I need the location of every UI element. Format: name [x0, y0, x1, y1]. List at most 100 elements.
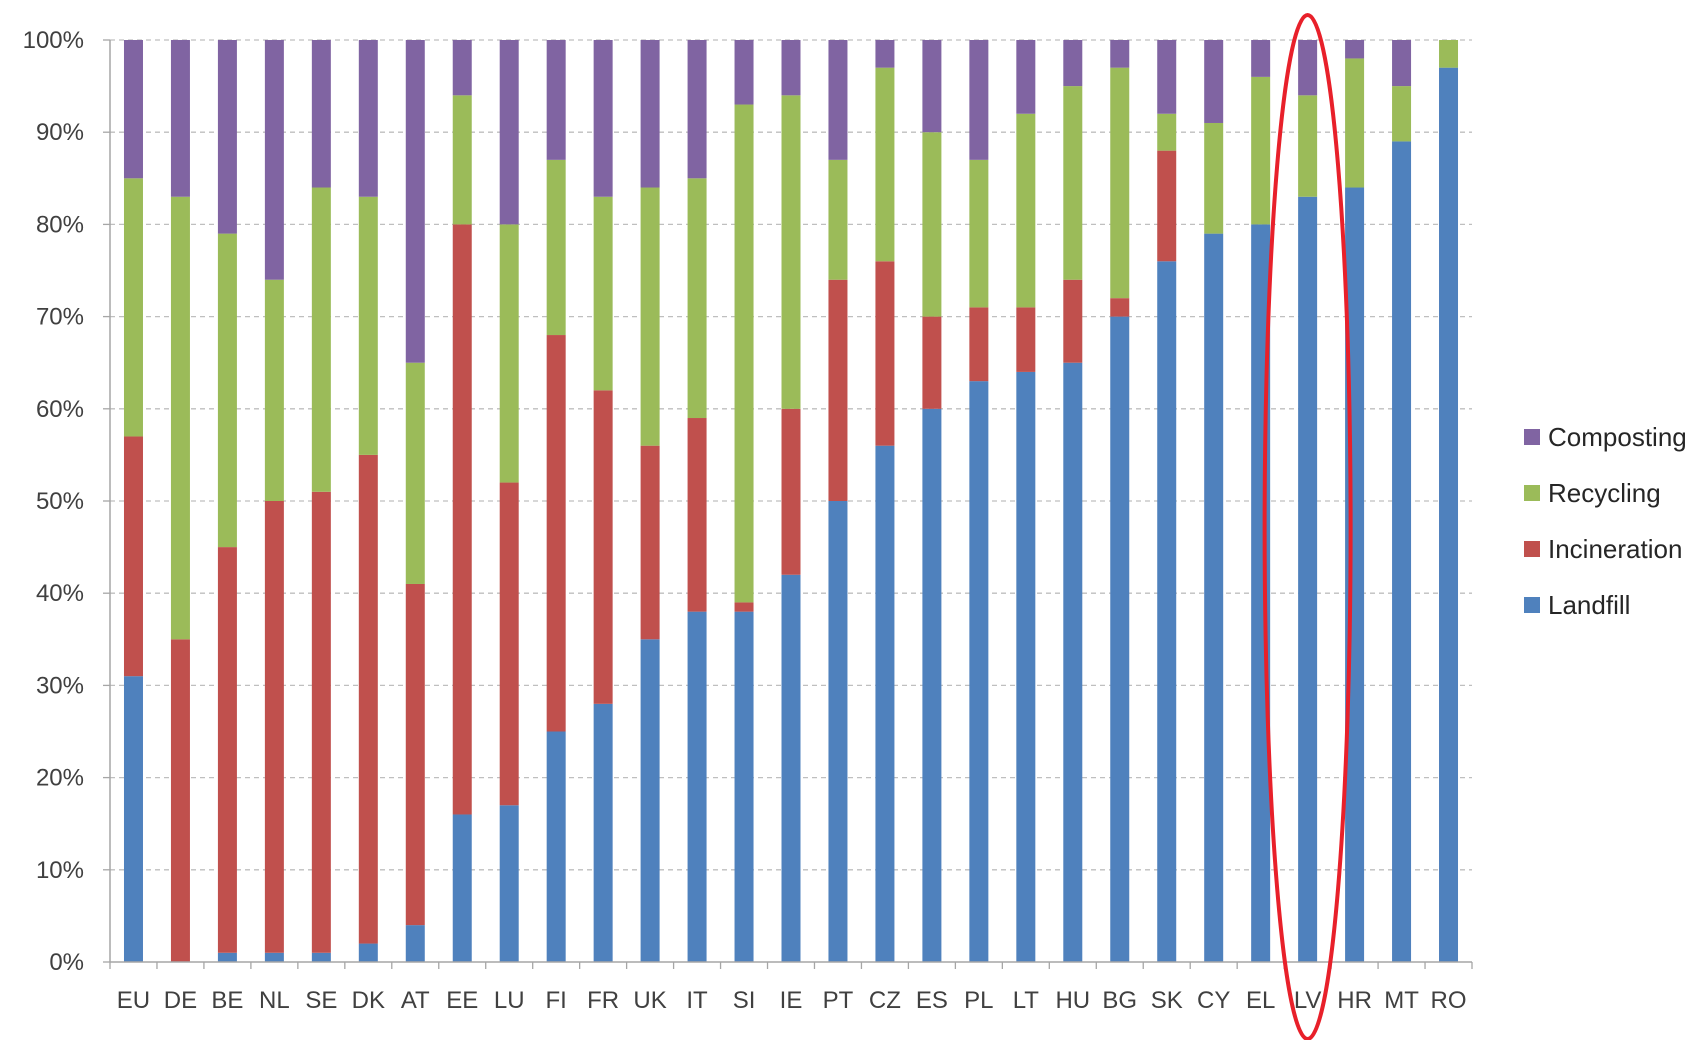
bar-segment-incineration-ie [781, 408, 801, 575]
bar-segment-landfill-si [734, 611, 754, 962]
x-tick-label: NL [259, 987, 290, 1014]
bar-segment-composting-it [687, 40, 707, 179]
bar-segment-landfill-nl [264, 952, 284, 962]
y-tick-label: 60% [36, 396, 84, 423]
bar-segment-landfill-lv [1298, 196, 1318, 963]
x-tick-label: EL [1246, 987, 1275, 1014]
bar-segment-recycling-dk [358, 196, 378, 455]
bar-segment-incineration-at [405, 583, 425, 926]
x-tick-label: CY [1197, 987, 1230, 1014]
x-tick-label: HR [1337, 987, 1372, 1014]
bar-segment-incineration-es [922, 316, 942, 409]
x-tick-label: IT [686, 987, 708, 1014]
bar-segment-landfill-ie [781, 574, 801, 962]
legend-swatch-landfill [1524, 597, 1540, 613]
y-tick-label: 90% [36, 119, 84, 146]
bar-segment-composting-fi [546, 40, 566, 160]
bar-segment-recycling-ee [452, 95, 472, 225]
bar-segment-recycling-fr [593, 196, 613, 391]
y-tick-label: 80% [36, 211, 84, 238]
bar-segment-landfill-cy [1204, 233, 1224, 962]
legend-label-recycling: Recycling [1548, 478, 1661, 508]
bar-segment-composting-lt [1016, 40, 1036, 114]
bar-segment-composting-ie [781, 40, 801, 96]
bar-segment-composting-dk [358, 40, 378, 197]
bar-segment-landfill-fi [546, 731, 566, 962]
bar-segment-landfill-at [405, 925, 425, 962]
bar-segment-incineration-bg [1110, 298, 1130, 317]
y-tick-label: 100% [23, 27, 84, 54]
x-tick-label: RO [1431, 987, 1467, 1014]
legend-label-incineration: Incineration [1548, 534, 1682, 564]
bar-segment-incineration-de [170, 639, 190, 962]
x-tick-label: DK [352, 987, 385, 1014]
bar-segment-recycling-lu [499, 224, 519, 483]
bar-segment-landfill-lt [1016, 371, 1036, 962]
bar-segment-recycling-hr [1345, 58, 1365, 188]
bar-segment-composting-mt [1392, 40, 1412, 87]
bar-segment-composting-pl [969, 40, 989, 160]
x-tick-label: FI [546, 987, 567, 1014]
bar-segment-recycling-fi [546, 159, 566, 336]
bar-segment-recycling-lt [1016, 113, 1036, 308]
y-tick-label: 20% [36, 765, 84, 792]
x-tick-label: SK [1151, 987, 1183, 1014]
bar-segment-incineration-eu [123, 436, 143, 677]
legend-label-landfill: Landfill [1548, 590, 1630, 620]
y-axis-tick-labels: 0% 10% 20% 30% 40% 50% 60% 70% 80% 90% 100% [23, 27, 84, 976]
x-tick-label: LT [1013, 987, 1040, 1014]
bar-segment-composting-cy [1204, 40, 1224, 123]
highlight-ellipse-lv [1262, 13, 1353, 1040]
y-tick-label: 0% [49, 949, 84, 976]
bar-segment-incineration-nl [264, 501, 284, 953]
x-tick-label: HU [1055, 987, 1090, 1014]
bar-segment-composting-lv [1298, 40, 1318, 96]
x-tick-label: BE [211, 987, 243, 1014]
bar-segment-composting-es [922, 40, 942, 133]
bar-segment-recycling-pl [969, 159, 989, 308]
bar-segment-incineration-be [217, 547, 237, 953]
y-tick-label: 50% [36, 488, 84, 515]
x-tick-label: BG [1102, 987, 1137, 1014]
bar-segment-landfill-lu [499, 805, 519, 962]
bar-segment-recycling-mt [1392, 86, 1412, 142]
bar-segment-incineration-hu [1063, 279, 1083, 363]
bar-segment-recycling-nl [264, 279, 284, 501]
bar-segment-composting-bg [1110, 40, 1130, 68]
legend-swatch-composting [1524, 429, 1540, 445]
bar-segment-landfill-hu [1063, 362, 1083, 962]
x-tick-label: CZ [869, 987, 901, 1014]
bar-segment-recycling-lv [1298, 95, 1318, 197]
bar-segment-composting-sk [1157, 40, 1177, 114]
bar-segment-composting-eu [123, 40, 143, 179]
bar-segment-landfill-eu [123, 676, 143, 962]
x-tick-label: FR [587, 987, 619, 1014]
bar-segment-landfill-ro [1439, 67, 1459, 962]
bar-segment-recycling-ro [1439, 40, 1459, 68]
y-tick-label: 10% [36, 857, 84, 884]
bar-segment-incineration-se [311, 491, 331, 953]
bar-segment-composting-be [217, 40, 237, 234]
highlight-annotation [1262, 13, 1353, 1040]
x-tick-label: SI [733, 987, 756, 1014]
bar-segment-composting-nl [264, 40, 284, 280]
bar-segment-recycling-uk [640, 187, 660, 446]
x-tick-label: PL [964, 987, 993, 1014]
bar-segment-landfill-mt [1392, 141, 1412, 963]
bar-segment-landfill-cz [875, 445, 895, 962]
legend: Composting Recycling Incineration Landfill [1524, 422, 1687, 620]
x-tick-label: UK [633, 987, 666, 1014]
bar-segment-composting-hu [1063, 40, 1083, 87]
bar-segment-recycling-it [687, 178, 707, 419]
legend-swatch-recycling [1524, 485, 1540, 501]
bar-segment-composting-lu [499, 40, 519, 225]
bar-segment-incineration-sk [1157, 150, 1177, 262]
y-tick-label: 30% [36, 672, 84, 699]
bar-segment-landfill-fr [593, 703, 613, 962]
bar-segment-landfill-pt [828, 501, 848, 962]
bar-segment-incineration-uk [640, 445, 660, 640]
bar-segment-composting-ee [452, 40, 472, 96]
x-tick-label: LV [1294, 987, 1322, 1014]
bar-segment-incineration-cz [875, 261, 895, 446]
